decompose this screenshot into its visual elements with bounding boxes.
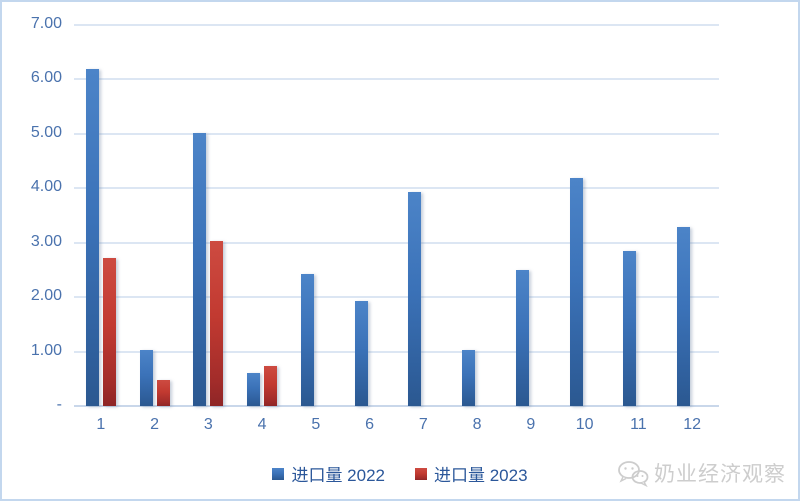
legend-label-2023: 进口量 2023 bbox=[434, 466, 528, 485]
legend-label-2022: 进口量 2022 bbox=[291, 466, 385, 485]
legend: 进口量 2022 进口量 2023 bbox=[2, 461, 798, 486]
x-tick-label-10: 10 bbox=[575, 416, 594, 433]
x-axis-line bbox=[74, 405, 719, 407]
gridline-6 bbox=[74, 78, 719, 81]
plot-area bbox=[74, 24, 719, 407]
legend-item-2023: 进口量 2023 bbox=[415, 461, 528, 486]
x-tick-label-3: 3 bbox=[203, 416, 213, 433]
bar-进口量-2022-month-9 bbox=[515, 270, 529, 406]
bar-进口量-2022-month-3 bbox=[193, 132, 207, 406]
x-tick-label-1: 1 bbox=[96, 416, 106, 433]
y-tick-label-7.00: 7.00 bbox=[30, 15, 62, 32]
x-tick-label-11: 11 bbox=[630, 416, 647, 433]
x-tick-label-12: 12 bbox=[683, 416, 702, 433]
bar-进口量-2022-month-5 bbox=[300, 274, 314, 406]
y-tick-label-2.00: 2.00 bbox=[30, 287, 62, 305]
bar-进口量-2022-month-4 bbox=[247, 372, 261, 406]
bar-进口量-2022-month-1 bbox=[85, 69, 99, 406]
x-tick-label-7: 7 bbox=[418, 416, 428, 433]
y-tick-label-6.00: 6.00 bbox=[30, 69, 62, 87]
wechat-logo-icon bbox=[618, 460, 649, 487]
gridline-3 bbox=[74, 241, 719, 244]
bar-进口量-2022-month-12 bbox=[677, 227, 691, 406]
legend-swatch-2022 bbox=[272, 467, 285, 480]
gridline-7 bbox=[74, 24, 719, 26]
gridline-5 bbox=[74, 132, 719, 135]
bar-进口量-2023-month-3 bbox=[210, 241, 224, 406]
y-tick-label-3.00: 3.00 bbox=[30, 232, 62, 250]
bar-进口量-2022-month-2 bbox=[139, 350, 153, 406]
gridline-4 bbox=[74, 187, 719, 190]
y-tick-label-4.00: 4.00 bbox=[30, 178, 62, 196]
bar-进口量-2023-month-4 bbox=[264, 365, 278, 406]
y-tick-label--: - bbox=[56, 396, 62, 413]
x-tick-label-5: 5 bbox=[311, 416, 321, 433]
x-tick-label-8: 8 bbox=[472, 416, 482, 433]
bar-进口量-2022-month-8 bbox=[462, 349, 476, 406]
watermark: 奶业经济观察 bbox=[617, 458, 786, 488]
y-tick-label-1.00: 1.00 bbox=[30, 341, 62, 359]
gridline-2 bbox=[74, 296, 719, 299]
legend-swatch-2023 bbox=[415, 467, 427, 480]
legend-item-2022: 进口量 2022 bbox=[272, 461, 385, 486]
watermark-text: 奶业经济观察 bbox=[654, 463, 786, 486]
bar-进口量-2022-month-11 bbox=[623, 251, 637, 406]
bar-进口量-2023-month-2 bbox=[156, 379, 170, 406]
x-tick-label-9: 9 bbox=[526, 416, 536, 433]
x-tick-label-4: 4 bbox=[257, 416, 267, 433]
x-tick-label-6: 6 bbox=[365, 416, 375, 433]
bar-进口量-2022-month-6 bbox=[354, 301, 368, 406]
gridline-1 bbox=[74, 350, 719, 353]
bar-进口量-2022-month-7 bbox=[408, 191, 422, 406]
bar-进口量-2023-month-1 bbox=[102, 257, 116, 406]
x-tick-label-2: 2 bbox=[150, 416, 160, 433]
y-tick-label-5.00: 5.00 bbox=[30, 123, 62, 141]
bar-进口量-2022-month-10 bbox=[569, 177, 583, 406]
